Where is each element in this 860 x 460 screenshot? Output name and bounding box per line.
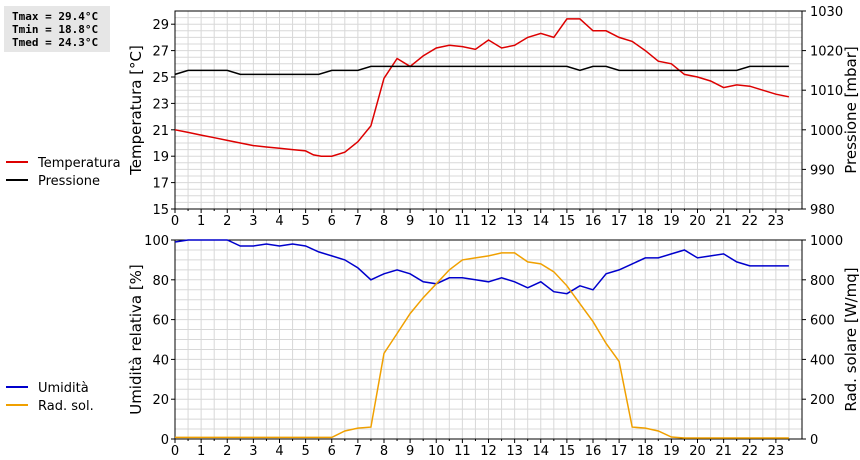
bottom-x-tick-label: 22 [741, 444, 758, 459]
top-x-tick-label: 23 [768, 214, 785, 229]
bottom-yl-tick-label: 0 [161, 433, 169, 448]
series-temperatura-line [174, 18, 790, 157]
top-x-tick-label: 19 [663, 214, 680, 229]
bottom-yr-tick-label: 600 [810, 314, 835, 329]
top-yl-tick-label: 17 [152, 177, 169, 192]
top-yl-tick-label: 29 [152, 18, 169, 33]
bottom-x-tick-label: 6 [328, 444, 336, 459]
top-yl-tick-label: 15 [152, 203, 169, 218]
bottom-x-tick-label: 12 [480, 444, 497, 459]
bottom-x-tick-label: 11 [454, 444, 471, 459]
top-x-tick-label: 2 [223, 214, 231, 229]
bottom-yl-tick-label: 40 [152, 353, 169, 368]
bottom-yl-tick-label: 20 [152, 393, 169, 408]
bottom-x-tick-label: 5 [301, 444, 309, 459]
bottom-x-tick-label: 3 [249, 444, 257, 459]
bottom-x-tick-label: 2 [223, 444, 231, 459]
bottom-x-tick-label: 14 [532, 444, 549, 459]
top-x-tick-label: 22 [741, 214, 758, 229]
top-x-tick-label: 7 [354, 214, 362, 229]
legend-label: Rad. sol. [38, 399, 94, 414]
bottom-x-tick-label: 15 [559, 444, 576, 459]
bottom-x-tick-label: 16 [585, 444, 602, 459]
top-x-tick-label: 9 [406, 214, 414, 229]
legend-label: Umidità [38, 381, 89, 396]
bottom-x-tick-label: 20 [689, 444, 706, 459]
top-x-tick-label: 21 [715, 214, 732, 229]
top-yr-tick-label: 980 [810, 203, 835, 218]
bottom-x-tick-label: 23 [768, 444, 785, 459]
bottom-x-tick-label: 7 [354, 444, 362, 459]
top-x-tick-label: 20 [689, 214, 706, 229]
stats-box: Tmax = 29.4°C Tmin = 18.8°C Tmed = 24.3°… [4, 6, 110, 52]
bottom-x-tick-label: 18 [637, 444, 654, 459]
bottom-x-tick-label: 10 [428, 444, 445, 459]
bottom-x-tick-label: 13 [506, 444, 523, 459]
bottom-x-tick-label: 9 [406, 444, 414, 459]
top-ylabel-right: Pressione [mbar] [842, 46, 860, 174]
top-x-tick-label: 13 [506, 214, 523, 229]
bottom-x-tick-label: 21 [715, 444, 732, 459]
bottom-yl-tick-label: 100 [144, 234, 169, 249]
top-x-tick-label: 0 [171, 214, 179, 229]
top-x-tick-label: 17 [611, 214, 628, 229]
bottom-x-tick-label: 8 [380, 444, 388, 459]
top-yr-tick-label: 1010 [810, 84, 843, 99]
bottom-x-tick-label: 1 [197, 444, 205, 459]
bottom-x-tick-label: 0 [171, 444, 179, 459]
series-umidit--line [174, 239, 789, 295]
top-yl-tick-label: 19 [152, 150, 169, 165]
bottom-ylabel-right: Rad. solare [W/mq] [842, 267, 860, 411]
top-x-tick-label: 3 [249, 214, 257, 229]
top-x-tick-label: 10 [428, 214, 445, 229]
tmed-label: Tmed = 24.3°C [12, 36, 99, 49]
bottom-yr-tick-label: 800 [810, 274, 835, 289]
top-x-tick-label: 18 [637, 214, 654, 229]
top-yr-tick-label: 1020 [810, 45, 843, 60]
top-x-tick-label: 4 [275, 214, 283, 229]
top-x-tick-label: 6 [328, 214, 336, 229]
series-pressione-line [174, 65, 789, 76]
top-x-tick-label: 5 [301, 214, 309, 229]
legend-label: Pressione [38, 174, 100, 189]
top-x-tick-label: 1 [197, 214, 205, 229]
top-x-tick-label: 14 [532, 214, 549, 229]
top-x-tick-label: 16 [585, 214, 602, 229]
tmax-label: Tmax = 29.4°C [12, 10, 99, 23]
legend-label: Temperatura [37, 156, 121, 171]
top-yl-tick-label: 25 [152, 71, 169, 86]
bottom-yl-tick-label: 80 [152, 274, 169, 289]
top-x-tick-label: 12 [480, 214, 497, 229]
bottom-yr-tick-label: 0 [810, 433, 818, 448]
top-x-tick-label: 11 [454, 214, 471, 229]
top-x-tick-label: 15 [559, 214, 576, 229]
bottom-yr-tick-label: 200 [810, 393, 835, 408]
top-yl-tick-label: 21 [152, 124, 169, 139]
bottom-x-tick-label: 17 [611, 444, 628, 459]
tmin-label: Tmin = 18.8°C [12, 23, 99, 36]
top-yl-tick-label: 23 [152, 97, 169, 112]
top-ylabel-left: Temperatura [°C] [127, 45, 145, 176]
bottom-x-tick-label: 4 [275, 444, 283, 459]
bottom-yr-tick-label: 400 [810, 353, 835, 368]
bottom-x-tick-label: 19 [663, 444, 680, 459]
top-yr-tick-label: 990 [810, 163, 835, 178]
bottom-yl-tick-label: 60 [152, 314, 169, 329]
top-x-tick-label: 8 [380, 214, 388, 229]
top-yl-tick-label: 27 [152, 45, 169, 60]
bottom-ylabel-left: Umidità relativa [%] [127, 264, 145, 415]
top-yr-tick-label: 1000 [810, 124, 843, 139]
top-yr-tick-label: 1030 [810, 5, 843, 20]
series-rad-sol--line [175, 252, 789, 439]
bottom-yr-tick-label: 1000 [810, 234, 843, 249]
